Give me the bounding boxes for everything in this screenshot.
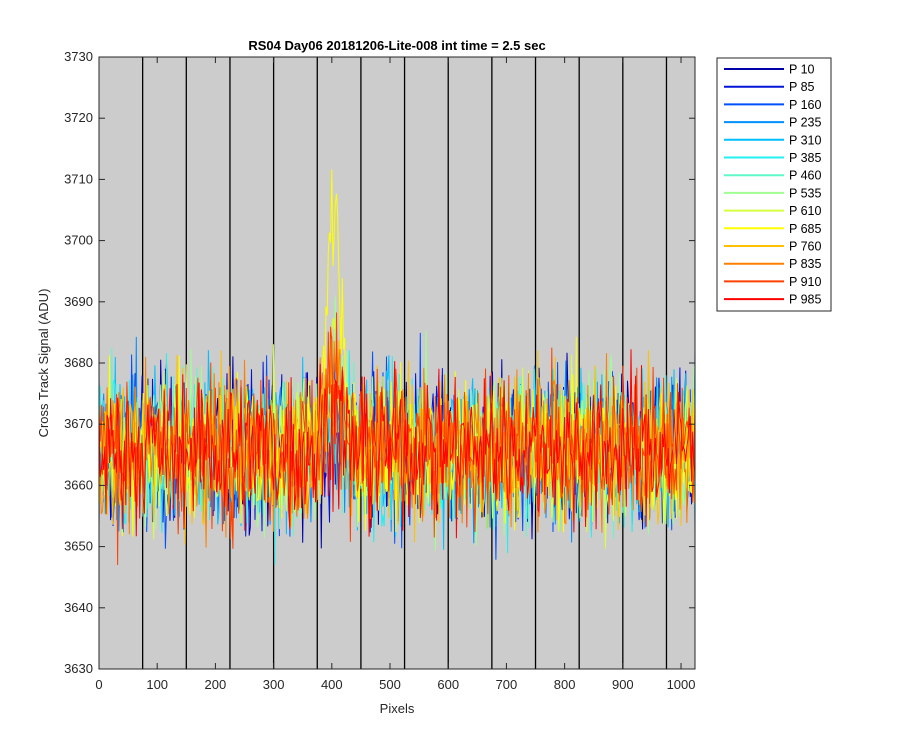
y-tick-label: 3650: [64, 539, 93, 554]
y-tick-label: 3680: [64, 355, 93, 370]
legend-items: P 10 P 85 P 160 P 235 P 310 P 385 P 460 P 535 P …: [724, 63, 821, 307]
legend-label: P 85: [789, 80, 815, 94]
x-tick-label: 600: [437, 677, 459, 692]
x-tick-label: 0: [95, 677, 102, 692]
legend-label: P 910: [789, 275, 821, 289]
x-tick-label: 300: [263, 677, 285, 692]
y-tick-label: 3710: [64, 171, 93, 186]
y-tick-label: 3670: [64, 416, 93, 431]
series-line: [98, 349, 696, 539]
y-axis-ticks: 3630 3640 3650 3660 3670 3680 3690 3700 3710 3720…: [64, 49, 695, 676]
legend-label: P 310: [789, 133, 821, 147]
y-tick-label: 3660: [64, 477, 93, 492]
x-tick-label: 800: [554, 677, 576, 692]
x-tick-label: 700: [496, 677, 518, 692]
vertical-lines: [142, 57, 668, 669]
legend-label: P 685: [789, 222, 821, 236]
x-axis-ticks: 0 100 200 300 400 500 600 700 800 900 1000: [95, 57, 695, 692]
y-axis-label: Cross Track Signal (ADU): [36, 289, 51, 438]
series-layer: [98, 169, 696, 566]
legend-label: P 985: [789, 293, 821, 307]
legend-label: P 160: [789, 98, 821, 112]
y-tick-label: 3730: [64, 49, 93, 64]
x-tick-label: 1000: [667, 677, 696, 692]
legend-label: P 10: [789, 63, 815, 77]
legend-label: P 535: [789, 186, 821, 200]
y-tick-label: 3720: [64, 110, 93, 125]
x-tick-label: 900: [612, 677, 634, 692]
legend-label: P 385: [789, 151, 821, 165]
plot-area: [99, 57, 695, 669]
x-tick-label: 100: [146, 677, 168, 692]
y-tick-label: 3700: [64, 233, 93, 248]
legend-label: P 235: [789, 116, 821, 130]
legend-box: [716, 57, 832, 312]
legend-label: P 835: [789, 257, 821, 271]
y-tick-label: 3690: [64, 294, 93, 309]
x-tick-label: 500: [379, 677, 401, 692]
legend-label: P 460: [789, 169, 821, 183]
y-tick-label: 3630: [64, 661, 93, 676]
legend-label: P 760: [789, 240, 821, 254]
legend-label: P 610: [789, 204, 821, 218]
x-axis-label: Pixels: [380, 701, 415, 716]
x-tick-label: 200: [205, 677, 227, 692]
y-tick-label: 3640: [64, 600, 93, 615]
x-tick-label: 400: [321, 677, 343, 692]
chart-title: RS04 Day06 20181206-Lite-008 int time = …: [248, 38, 545, 53]
legend: P 10 P 85 P 160 P 235 P 310 P 385 P 460 P 535 P …: [716, 57, 832, 312]
